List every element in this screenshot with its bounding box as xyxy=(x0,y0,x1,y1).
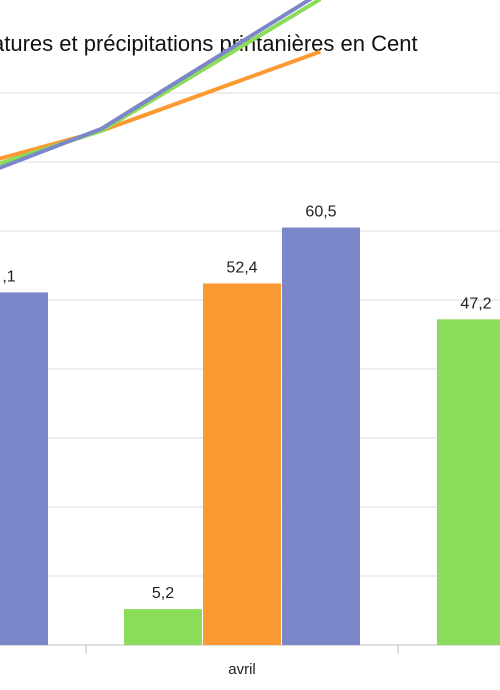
data-label: 52,4 xyxy=(226,259,257,276)
data-label: 5,2 xyxy=(152,585,174,602)
data-label: 47,2 xyxy=(460,295,491,312)
chart-title: atures et précipitations printanières en… xyxy=(0,31,418,56)
x-axis: avril xyxy=(85,645,399,678)
bar xyxy=(203,283,281,645)
data-label: 60,5 xyxy=(305,204,336,221)
lines xyxy=(0,0,322,170)
bar xyxy=(0,292,48,645)
series-line xyxy=(0,49,321,161)
data-label: ,1 xyxy=(2,268,15,285)
series-line xyxy=(0,0,313,170)
bars xyxy=(0,227,500,646)
data-labels: ,1 5,2 52,4 60,5 47,2 xyxy=(2,204,491,603)
x-tick-label: avril xyxy=(228,661,256,678)
bar xyxy=(124,609,202,645)
bar xyxy=(437,319,500,645)
bar xyxy=(282,227,360,646)
